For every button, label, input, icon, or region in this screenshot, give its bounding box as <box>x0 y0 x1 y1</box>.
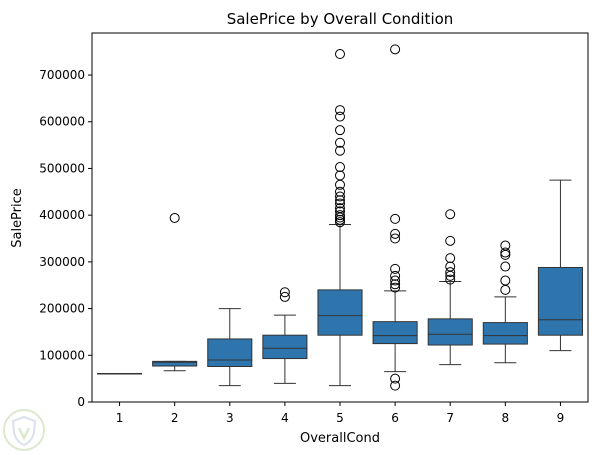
outlier-point <box>335 179 345 190</box>
y-axis-title: SalePrice <box>10 188 25 248</box>
box-group-9 <box>537 179 583 352</box>
outlier-point <box>335 203 345 214</box>
outlier-point <box>169 212 180 223</box>
outlier-point <box>335 186 345 197</box>
outlier-point <box>390 275 401 286</box>
outlier-point <box>335 198 345 209</box>
plot-area <box>97 44 583 391</box>
y-tick-label: 600000 <box>39 115 85 129</box>
y-tick-label: 500000 <box>39 161 85 175</box>
outlier-point <box>335 210 345 221</box>
outlier-point <box>335 206 345 217</box>
outlier-point <box>390 380 401 391</box>
outlier-point <box>390 213 401 224</box>
x-tick-label: 7 <box>446 411 454 425</box>
outlier-point <box>279 287 290 298</box>
x-tick-label: 1 <box>116 411 124 425</box>
outlier-point <box>390 44 401 55</box>
outlier-point <box>335 137 345 148</box>
x-tick-label: 8 <box>502 411 510 425</box>
x-tick-label: 3 <box>226 411 234 425</box>
x-tick-label: 4 <box>281 411 289 425</box>
shield-watermark-icon <box>3 409 45 451</box>
box-group-3 <box>207 308 253 387</box>
box-group-5 <box>317 49 363 387</box>
box-group-6 <box>372 44 418 391</box>
outlier-point <box>445 253 456 264</box>
y-tick-label: 200000 <box>39 302 85 316</box>
box-body <box>372 321 418 345</box>
y-tick-label: 0 <box>77 395 85 409</box>
y-tick-label: 100000 <box>39 348 85 362</box>
outlier-point <box>335 217 345 228</box>
y-tick-label: 700000 <box>39 68 85 82</box>
x-axis-title: OverallCond <box>300 431 380 446</box>
outlier-point <box>279 291 290 302</box>
outlier-point <box>500 249 511 260</box>
box-group-7 <box>427 209 473 366</box>
outlier-point <box>390 228 401 239</box>
outlier-point <box>500 284 511 295</box>
box-body <box>317 289 363 336</box>
outlier-point <box>390 279 401 290</box>
outlier-point <box>500 261 511 272</box>
outlier-point <box>335 105 345 116</box>
x-tick-label: 2 <box>171 411 179 425</box>
box-body <box>482 322 528 345</box>
outlier-point <box>500 275 511 286</box>
box-body <box>537 266 583 336</box>
x-tick-label: 9 <box>557 411 565 425</box>
x-tick-label: 5 <box>336 411 344 425</box>
outlier-point <box>335 145 345 156</box>
outlier-point <box>335 125 345 136</box>
outlier-point <box>335 214 345 225</box>
box-body <box>262 334 308 360</box>
box-body <box>152 360 198 367</box>
outlier-point <box>390 233 401 244</box>
box-group-2 <box>152 212 198 372</box>
outlier-point <box>335 191 345 202</box>
outlier-point <box>445 274 456 285</box>
y-tick-label: 300000 <box>39 255 85 269</box>
outlier-point <box>390 282 401 293</box>
chart-title: SalePrice by Overall Condition <box>227 10 454 28</box>
outlier-point <box>335 49 345 60</box>
outlier-point <box>390 270 401 281</box>
x-tick-label: 6 <box>391 411 399 425</box>
box-group-1 <box>97 373 143 375</box>
box-body <box>427 318 473 346</box>
y-axis: 0 100000 200000 300000 400000 500000 600000 700… <box>39 68 92 409</box>
outlier-point <box>445 267 456 278</box>
outlier-point <box>335 195 345 206</box>
outlier-point <box>500 240 511 251</box>
outlier-point <box>335 170 345 181</box>
outlier-point <box>390 263 401 274</box>
outlier-point <box>335 162 345 173</box>
box-group-8 <box>482 240 528 364</box>
y-tick-label: 400000 <box>39 208 85 222</box>
outlier-point <box>445 209 456 220</box>
outlier-point <box>390 373 401 384</box>
outlier-point <box>445 235 456 246</box>
outlier-point <box>500 247 511 258</box>
outlier-point <box>335 111 345 122</box>
outlier-point <box>445 261 456 272</box>
box-group-4 <box>262 287 308 384</box>
box-body <box>207 338 253 368</box>
x-axis: 1 2 3 4 5 6 7 8 9 <box>116 402 565 425</box>
